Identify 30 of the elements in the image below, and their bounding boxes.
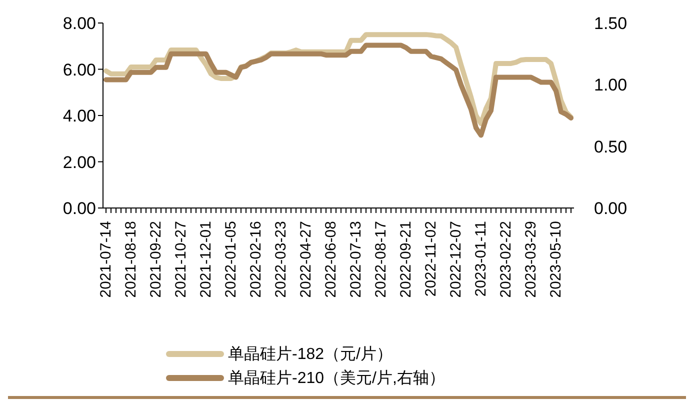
x-tick-label: 2022-12-07 [448,221,464,298]
x-tick-label: 2022-01-05 [222,221,240,298]
x-tick-label: 2021-07-14 [98,221,114,298]
y-tick-label: 8.00 [62,14,96,34]
x-tick-label: 2021-09-22 [148,221,164,298]
x-tick-label: 2022-02-16 [248,221,264,298]
x-tick-label: 2021-10-27 [172,221,190,298]
x-tick-label: 2022-04-27 [298,221,314,298]
x-tick-label: 2022-07-13 [348,221,364,298]
x-tick-label: 2021-12-01 [198,221,214,298]
legend-label: 单晶硅片-210（美元/片,右轴） [228,368,445,388]
x-tick-label: 2022-08-17 [372,221,390,298]
x-tick-label: 2022-06-08 [322,221,340,298]
y2-tick-label: 0.50 [594,137,628,156]
y-tick-label: 6.00 [62,60,96,80]
y2-tick-label: 1.50 [594,14,628,34]
x-tick-label: 2022-03-23 [272,221,290,298]
x-tick-label: 2023-01-11 [472,221,490,297]
y2-tick-label: 0.00 [594,199,628,218]
y2-tick-label: 1.00 [594,76,628,95]
y-tick-label: 0.00 [62,199,96,218]
y-tick-label: 2.00 [62,152,96,172]
x-tick-label: 2021-08-18 [122,221,140,298]
y-tick-label: 4.00 [62,106,96,126]
x-tick-label: 2022-09-21 [398,221,414,298]
legend-label: 单晶硅片-182（元/片） [228,344,392,364]
x-tick-label: 2023-02-22 [498,221,514,298]
x-tick-label: 2022-11-02 [422,221,440,297]
x-tick-label: 2023-03-29 [522,221,540,298]
x-tick-label: 2023-05-10 [548,221,564,298]
